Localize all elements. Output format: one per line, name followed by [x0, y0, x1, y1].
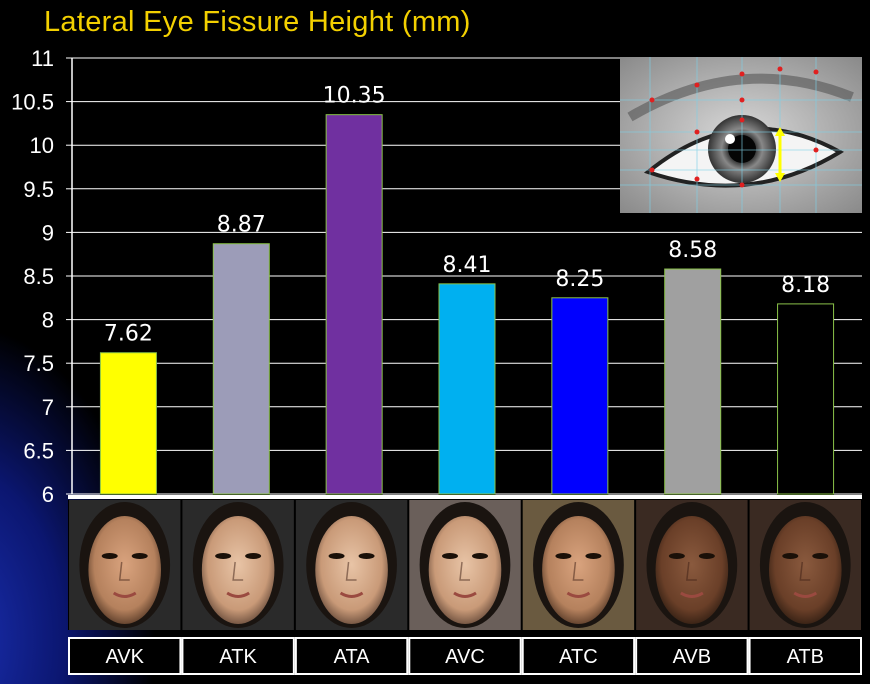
face-eye-right: [585, 553, 602, 559]
face-eye-left: [328, 553, 345, 559]
category-box-atk: [181, 637, 295, 675]
face-mouth: [793, 591, 818, 598]
y-tick-label: 10.5: [11, 90, 54, 115]
face-mouth: [226, 591, 250, 598]
face-skin: [88, 516, 162, 624]
face-nose: [572, 561, 584, 581]
data-label-avk: 7.62: [104, 322, 153, 347]
face-skin: [542, 516, 615, 624]
face-eye-left: [782, 553, 799, 559]
category-box-ata: [294, 637, 409, 675]
bar-avc: [438, 283, 496, 495]
face-skin: [201, 516, 275, 624]
x-tick-label-avc: AVC: [445, 646, 485, 668]
face-mouth: [339, 591, 364, 598]
x-tick-label-avb: AVB: [673, 646, 712, 668]
data-label-atb: 8.18: [781, 273, 830, 298]
x-tick-label-atb: ATB: [787, 646, 824, 668]
y-tick-label: 11: [31, 46, 54, 71]
category-box-atb: [748, 637, 862, 675]
face-eye-left: [668, 553, 685, 559]
face-nose: [799, 561, 811, 581]
face-eye-left: [555, 553, 572, 559]
y-tick-label: 9: [42, 220, 54, 245]
eye-diagram-image: [620, 57, 862, 213]
y-tick-label: 8: [42, 308, 54, 333]
face-nose: [345, 561, 357, 581]
face-eye-right: [698, 553, 715, 559]
face-eye-right: [245, 553, 262, 559]
face-skin: [655, 516, 729, 624]
face-eye-left: [215, 553, 232, 559]
bar-atc: [551, 297, 609, 495]
bar-atb: [777, 303, 835, 495]
face-mouth: [453, 591, 477, 598]
eye-illustration: [620, 57, 862, 213]
x-tick-label-atk: ATK: [219, 646, 257, 668]
data-label-atk: 8.87: [217, 213, 266, 238]
x-tick-label-ata: ATA: [334, 646, 371, 668]
data-label-ata: 10.35: [323, 84, 386, 109]
face-nose: [232, 561, 244, 581]
y-tick-label: 7: [42, 395, 54, 420]
face-nose: [118, 561, 130, 581]
bar-ata: [325, 114, 383, 495]
y-tick-label: 9.5: [23, 177, 54, 202]
face-nose: [686, 561, 697, 581]
face-eye-right: [358, 553, 375, 559]
face-eye-right: [472, 553, 488, 559]
y-tick-label: 7.5: [23, 351, 54, 376]
chart-title: Lateral Eye Fissure Height (mm): [44, 6, 471, 38]
bar-atk: [212, 243, 270, 495]
data-label-atc: 8.25: [555, 267, 604, 292]
face-mouth: [566, 591, 591, 598]
y-tick-label: 6.5: [23, 438, 54, 463]
face-eye-right: [812, 553, 829, 559]
x-tick-label-atc: ATC: [559, 646, 598, 668]
face-skin: [428, 516, 502, 624]
category-box-avb: [635, 637, 749, 675]
face-skin: [315, 516, 388, 624]
x-tick-label-avk: AVK: [105, 646, 144, 668]
bar-avb: [664, 268, 722, 495]
y-tick-label: 6: [42, 482, 54, 507]
face-eye-left: [442, 553, 458, 559]
y-tick-label: 8.5: [23, 264, 54, 289]
face-eye-right: [131, 553, 148, 559]
category-box-avc: [408, 637, 522, 675]
face-skin: [768, 516, 842, 624]
face-eye-left: [101, 553, 118, 559]
data-label-avb: 8.58: [668, 238, 717, 263]
face-mouth: [680, 591, 704, 598]
bar-avk: [99, 352, 157, 495]
data-label-avc: 8.41: [443, 253, 492, 278]
y-tick-label: 10: [30, 133, 54, 158]
category-box-atc: [521, 637, 636, 675]
category-box-avk: [68, 637, 182, 675]
face-nose: [459, 561, 470, 581]
face-mouth: [112, 591, 137, 598]
